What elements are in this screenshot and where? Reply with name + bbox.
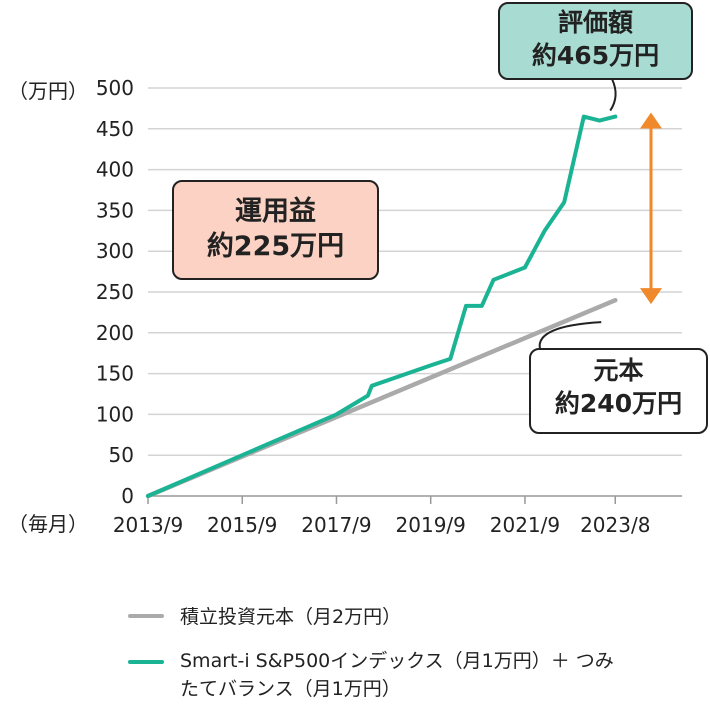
y-tick-label: 400 — [96, 158, 134, 182]
x-tick-label: 2019/9 — [396, 513, 466, 537]
callout-pointers — [538, 78, 617, 350]
y-axis-ticks: 0 50 100 150 200 250 300 350 400 450 500 — [96, 76, 134, 508]
valuation-callout: 評価額 約465万円 — [498, 2, 693, 80]
y-tick-label: 200 — [96, 321, 134, 345]
legend-item-principal: 積立投資元本（月2万円） — [128, 602, 688, 632]
valuation-amount: 約465万円 — [531, 40, 660, 70]
arrow-head-up — [640, 112, 662, 129]
y-tick-label: 0 — [121, 484, 134, 508]
principal-amount: 約240万円 — [554, 388, 683, 418]
y-tick-label: 50 — [109, 443, 134, 467]
legend-swatch-principal — [128, 614, 164, 618]
x-axis-ticks: 2013/9 2015/9 2017/9 2019/9 2021/9 2023/8 — [113, 496, 650, 537]
profit-amount: 約225万円 — [206, 231, 345, 263]
arrow-head-down — [640, 288, 662, 305]
profit-title: 運用益 — [235, 196, 316, 227]
x-unit-label: （毎月） — [8, 512, 88, 536]
y-tick-label: 250 — [96, 280, 134, 304]
valuation-title: 評価額 — [557, 8, 633, 37]
legend-label-principal: 積立投資元本（月2万円） — [180, 606, 402, 628]
series-line-fund — [146, 114, 618, 498]
x-tick-label: 2013/9 — [113, 513, 183, 537]
profit-arrow — [640, 112, 662, 305]
y-tick-label: 450 — [96, 117, 134, 141]
y-tick-label: 150 — [96, 362, 134, 386]
legend-item-fund: Smart-i S&P500インデックス（月1万円）＋ つみたてバランス（月1万… — [128, 648, 688, 704]
legend-label-fund: Smart-i S&P500インデックス（月1万円）＋ つみたてバランス（月1万… — [180, 650, 614, 700]
principal-pointer — [538, 321, 602, 350]
x-tick-label: 2017/9 — [301, 513, 371, 537]
y-tick-label: 350 — [96, 198, 134, 222]
x-tick-label: 2015/9 — [207, 513, 277, 537]
principal-title: 元本 — [593, 356, 644, 385]
x-tick-label: 2021/9 — [490, 513, 560, 537]
y-tick-label: 100 — [96, 402, 134, 426]
grid-lines — [148, 87, 682, 497]
y-tick-label: 500 — [96, 76, 134, 100]
principal-callout: 元本 約240万円 — [529, 348, 708, 434]
x-tick-label: 2023/8 — [580, 513, 650, 537]
y-unit-label: （万円） — [8, 79, 88, 103]
y-tick-label: 300 — [96, 239, 134, 263]
profit-callout: 運用益 約225万円 — [172, 180, 379, 280]
series-lines — [145, 114, 618, 499]
legend-swatch-fund — [128, 660, 164, 664]
valuation-pointer — [609, 78, 617, 112]
